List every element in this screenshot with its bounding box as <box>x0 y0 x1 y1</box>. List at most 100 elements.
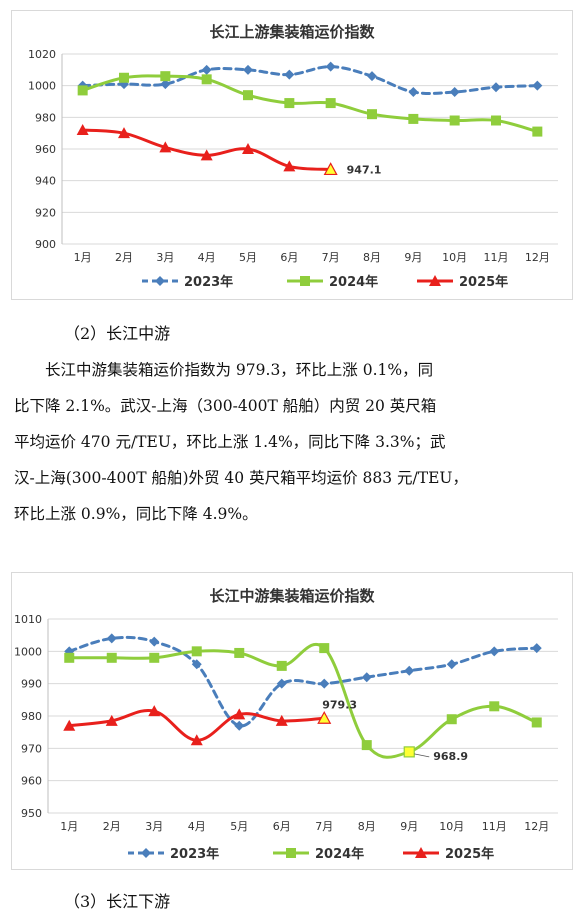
data-point <box>532 126 543 137</box>
data-point <box>489 646 500 657</box>
y-tick-label: 950 <box>21 807 42 820</box>
data-point <box>491 82 501 93</box>
chart-title: 长江上游集装箱运价指数 <box>209 23 375 41</box>
y-tick-label: 990 <box>21 678 42 691</box>
data-point <box>325 61 336 72</box>
x-tick-label: 8月 <box>358 820 376 833</box>
data-point <box>361 672 372 683</box>
data-point <box>449 87 460 97</box>
data-point <box>119 72 129 83</box>
data-point <box>64 652 75 663</box>
x-tick-label: 11月 <box>482 820 507 833</box>
data-point <box>63 719 76 731</box>
paragraph-line: 长江中游集装箱运价指数为 979.3，环比上涨 0.1%，同 <box>45 361 434 379</box>
x-tick-label: 12月 <box>524 820 549 833</box>
y-tick-label: 980 <box>35 111 56 124</box>
y-tick-label: 960 <box>21 775 42 788</box>
legend-marker <box>141 848 151 858</box>
data-point <box>275 714 288 726</box>
y-tick-label: 1020 <box>28 48 56 61</box>
highlighted-point <box>403 746 415 758</box>
x-tick-label: 11月 <box>484 251 509 264</box>
data-label: 979.3 <box>322 698 357 711</box>
data-point <box>408 113 419 124</box>
data-point <box>191 646 202 657</box>
data-point <box>276 678 287 689</box>
legend-marker <box>300 276 310 286</box>
data-point <box>276 660 287 671</box>
data-point <box>200 149 213 161</box>
paragraph-line: 平均运价 470 元/TEU，环比上涨 1.4%，同比下降 3.3%；武 <box>14 433 446 451</box>
y-tick-label: 900 <box>35 238 56 251</box>
data-point <box>149 636 160 647</box>
section-heading-middle: （2）长江中游 <box>64 324 171 343</box>
x-tick-label: 3月 <box>156 251 174 264</box>
data-label: 947.1 <box>347 163 382 176</box>
data-point <box>190 734 203 746</box>
x-tick-label: 1月 <box>60 820 78 833</box>
leader-line <box>414 753 430 758</box>
x-tick-label: 10月 <box>439 820 464 833</box>
data-point <box>491 115 501 126</box>
x-tick-label: 9月 <box>404 251 422 264</box>
data-point <box>408 87 419 97</box>
x-tick-label: 8月 <box>363 251 381 264</box>
chart-plot: 900 920 940 960 980 1000 1020 1月 2月 3月 4月 5月 6月 7月 8月 9… <box>28 48 558 290</box>
chart-middle: 长江中游集装箱运价指数 950 960 970 980 990 1000 1010 1月 2月 3… <box>11 572 573 870</box>
data-point <box>367 71 377 82</box>
data-point <box>243 90 253 101</box>
data-point <box>234 720 245 731</box>
data-point <box>531 643 542 654</box>
data-point <box>106 652 117 663</box>
data-point <box>361 740 372 751</box>
y-tick-label: 1000 <box>14 645 42 658</box>
data-label: 968.9 <box>433 750 468 763</box>
legend-label: 2023年 <box>170 846 219 862</box>
x-tick-label: 4月 <box>188 820 206 833</box>
data-point <box>234 647 245 658</box>
paragraph-line: 比下降 2.1%。武汉-上海（300-400T 船舶）内贸 20 英尺箱 <box>14 397 437 415</box>
data-point <box>201 74 212 85</box>
chart-upper: 长江上游集装箱运价指数 900 920 940 960 980 1000 1020 1月 2月 3… <box>11 10 573 300</box>
x-tick-label: 5月 <box>239 251 257 264</box>
data-point <box>243 64 253 75</box>
data-point <box>532 80 543 91</box>
data-point <box>325 98 336 109</box>
data-point <box>283 160 296 172</box>
data-point <box>319 643 330 654</box>
section-heading-lower: （3）长江下游 <box>64 892 171 911</box>
data-point <box>449 115 460 126</box>
legend-marker <box>155 276 165 286</box>
x-tick-label: 12月 <box>525 251 550 264</box>
data-point <box>242 143 254 154</box>
legend-marker <box>286 848 296 858</box>
x-tick-label: 9月 <box>400 820 418 833</box>
data-point <box>148 705 161 717</box>
series-line <box>81 74 539 134</box>
data-point <box>367 109 377 120</box>
data-point <box>77 85 88 96</box>
paragraph-line: 汉-上海(300-400T 船舶)外贸 40 英尺箱平均运价 883 元/TEU… <box>14 469 468 487</box>
y-tick-label: 920 <box>35 206 56 219</box>
y-tick-label: 980 <box>21 710 42 723</box>
x-tick-label: 3月 <box>145 820 163 833</box>
data-point <box>106 633 117 644</box>
data-point <box>105 714 118 726</box>
series-line <box>81 65 539 95</box>
x-tick-label: 6月 <box>273 820 291 833</box>
data-point <box>160 79 171 90</box>
data-point <box>149 652 160 663</box>
x-tick-label: 4月 <box>198 251 216 264</box>
x-tick-label: 2月 <box>103 820 121 833</box>
legend-label: 2025年 <box>445 846 494 862</box>
chart-title: 长江中游集装箱运价指数 <box>209 587 375 605</box>
data-point <box>284 69 295 80</box>
paragraph-middle: 长江中游集装箱运价指数为 979.3，环比上涨 0.1%，同 比下降 2.1%。… <box>14 352 574 532</box>
legend-marker <box>429 275 441 286</box>
chart-plot: 950 960 970 980 990 1000 1010 1月 2月 3月 4月 5月 6月 7月 8月 9… <box>14 613 558 862</box>
legend-label: 2023年 <box>184 274 233 290</box>
data-point <box>160 71 171 82</box>
y-tick-label: 970 <box>21 742 42 755</box>
legend-label: 2024年 <box>329 274 378 290</box>
y-tick-label: 960 <box>35 143 56 156</box>
